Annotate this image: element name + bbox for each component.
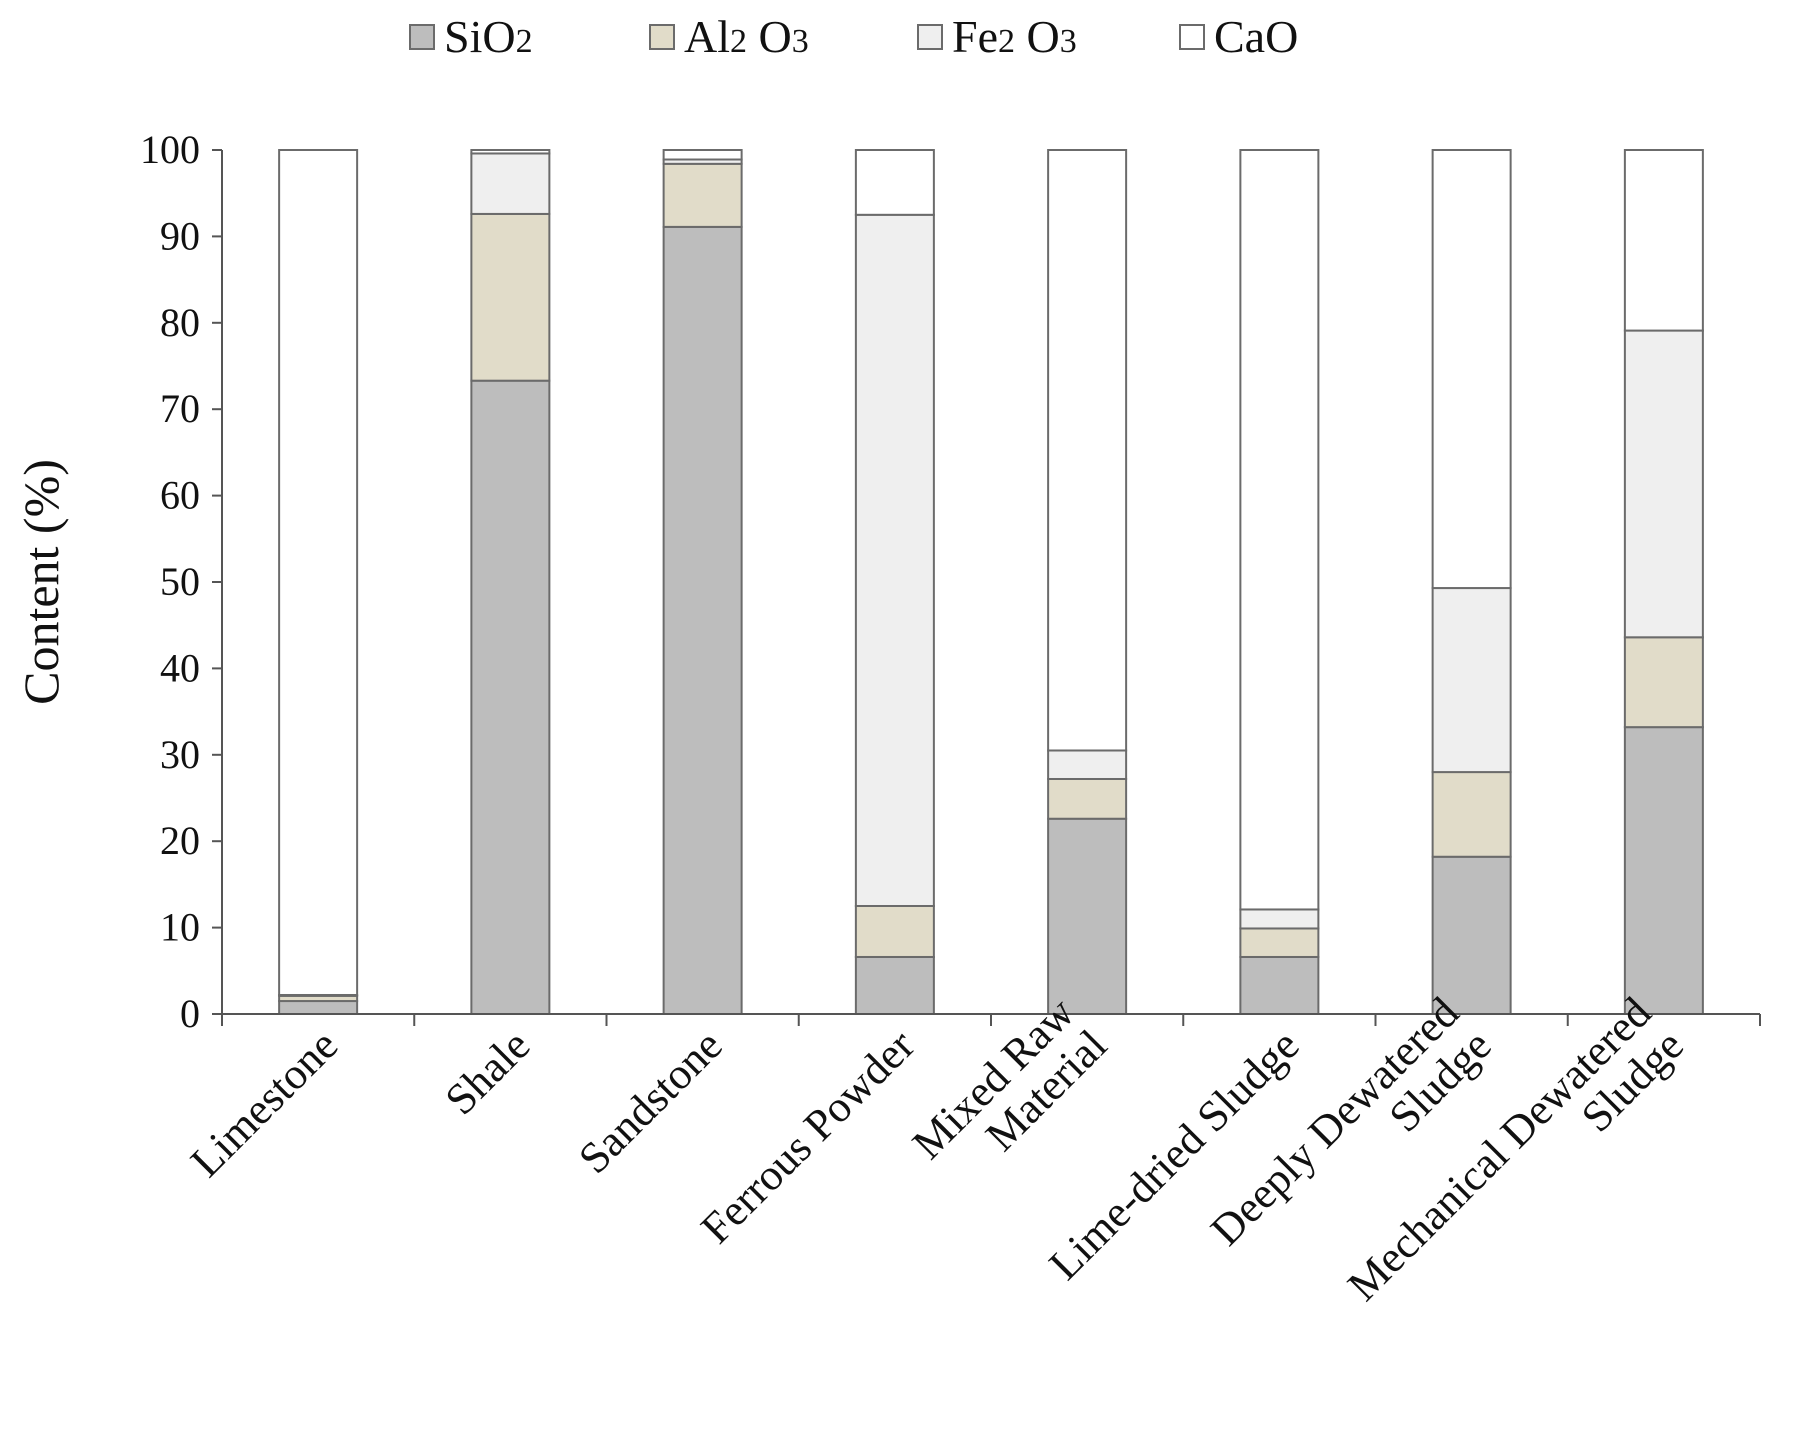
x-category-label-line: Sandstone	[569, 1020, 732, 1183]
bars	[278, 149, 1704, 1016]
bar-segment-sio2	[1431, 855, 1512, 1016]
x-category-label: Deeply DewateredSludge	[1201, 988, 1501, 1288]
x-category-label: Shale	[436, 1020, 540, 1124]
bar-segment-cao	[1239, 149, 1320, 911]
legend-label-part: 3	[792, 23, 809, 60]
y-tick-label: 0	[180, 991, 200, 1036]
legend-label-part: Al	[684, 11, 730, 62]
bar-segment-al2o3	[1239, 927, 1320, 958]
legend-swatch	[649, 24, 675, 50]
x-category-label: Limestone	[181, 1020, 347, 1186]
x-category-label: Sandstone	[569, 1020, 732, 1183]
bar-stack	[1623, 149, 1704, 1015]
bar-stack	[470, 149, 551, 1015]
bar-stack	[1239, 149, 1320, 1016]
y-tick-label: 100	[140, 127, 200, 172]
bar-segment-al2o3	[1431, 771, 1512, 858]
legend-label-part: CaO	[1214, 11, 1298, 62]
y-tick-label: 60	[160, 473, 200, 518]
legend-item: Al2 O3	[649, 11, 809, 62]
legend-swatch	[409, 24, 435, 50]
bar-segment-al2o3	[854, 905, 935, 958]
legend-swatch	[917, 24, 943, 50]
y-tick-label: 90	[160, 213, 200, 258]
bar-segment-sio2	[470, 379, 551, 1015]
y-axis: 0 10 20 30 40 50 60 70 80 90 100	[140, 127, 223, 1036]
y-tick-label: 40	[160, 645, 200, 690]
bar-segment-fe2o3	[470, 152, 551, 215]
bar-stack	[854, 149, 935, 1016]
bar-segment-al2o3	[662, 162, 743, 228]
legend-label: CaO	[1214, 11, 1298, 62]
legend-label-part: O	[1015, 11, 1060, 62]
bar-segment-al2o3	[470, 212, 551, 382]
legend-label: SiO2	[444, 11, 533, 62]
x-category-label: Mixed RawMaterial	[903, 988, 1116, 1201]
bar-segment-sio2	[854, 955, 935, 1016]
bar-segment-cao	[1047, 149, 1128, 752]
bar-segment-sio2	[1623, 726, 1704, 1015]
legend-label: Al2 O3	[684, 11, 809, 62]
legend-label-part: 2	[730, 23, 747, 60]
legend-item: Fe2 O3	[917, 11, 1077, 62]
bar-segment-al2o3	[1047, 777, 1128, 820]
bar-segment-sio2	[662, 225, 743, 1015]
bar-segment-sio2	[278, 1000, 359, 1015]
y-tick-label: 80	[160, 300, 200, 345]
bar-segment-fe2o3	[1047, 749, 1128, 780]
legend-item: SiO2	[409, 11, 533, 62]
legend-label-part: O	[747, 11, 792, 62]
bar-segment-cao	[1431, 149, 1512, 590]
x-category-label-line: Shale	[436, 1020, 540, 1124]
bar-stack	[662, 149, 743, 1015]
y-tick-label: 50	[160, 559, 200, 604]
bar-segment-fe2o3	[1623, 329, 1704, 639]
legend-label-part: Fe	[952, 11, 998, 62]
legend-label-part: 2	[516, 23, 533, 60]
legend-item: CaO	[1179, 11, 1298, 62]
legend-label-part: 2	[998, 23, 1015, 60]
bar-segment-cao	[854, 149, 935, 216]
y-axis-label: Content (%)	[13, 459, 69, 705]
y-tick-label: 70	[160, 386, 200, 431]
legend-label-part: SiO	[444, 11, 516, 62]
y-tick-label: 30	[160, 732, 200, 777]
legend-label: Fe2 O3	[952, 11, 1077, 62]
bar-stack	[1431, 149, 1512, 1016]
bar-segment-fe2o3	[1431, 587, 1512, 774]
bar-segment-sio2	[1047, 817, 1128, 1016]
bar-stack	[278, 149, 359, 1015]
bar-segment-fe2o3	[854, 213, 935, 908]
bar-segment-cao	[278, 149, 359, 996]
bar-segment-sio2	[1239, 955, 1320, 1016]
bar-segment-cao	[662, 149, 743, 161]
x-category-label-line: Limestone	[181, 1020, 347, 1186]
legend-swatch	[1179, 24, 1205, 50]
legend-label-part: 3	[1060, 23, 1077, 60]
bar-segment-cao	[1623, 149, 1704, 332]
y-tick-label: 20	[160, 818, 200, 863]
y-tick-label: 10	[160, 905, 200, 950]
legend: SiO2 Al2 O3 Fe2 O3 CaO	[409, 11, 1298, 62]
bar-stack	[1047, 149, 1128, 1016]
bar-segment-fe2o3	[1239, 908, 1320, 930]
bar-segment-al2o3	[1623, 636, 1704, 729]
bar-segment-cao	[470, 149, 551, 155]
